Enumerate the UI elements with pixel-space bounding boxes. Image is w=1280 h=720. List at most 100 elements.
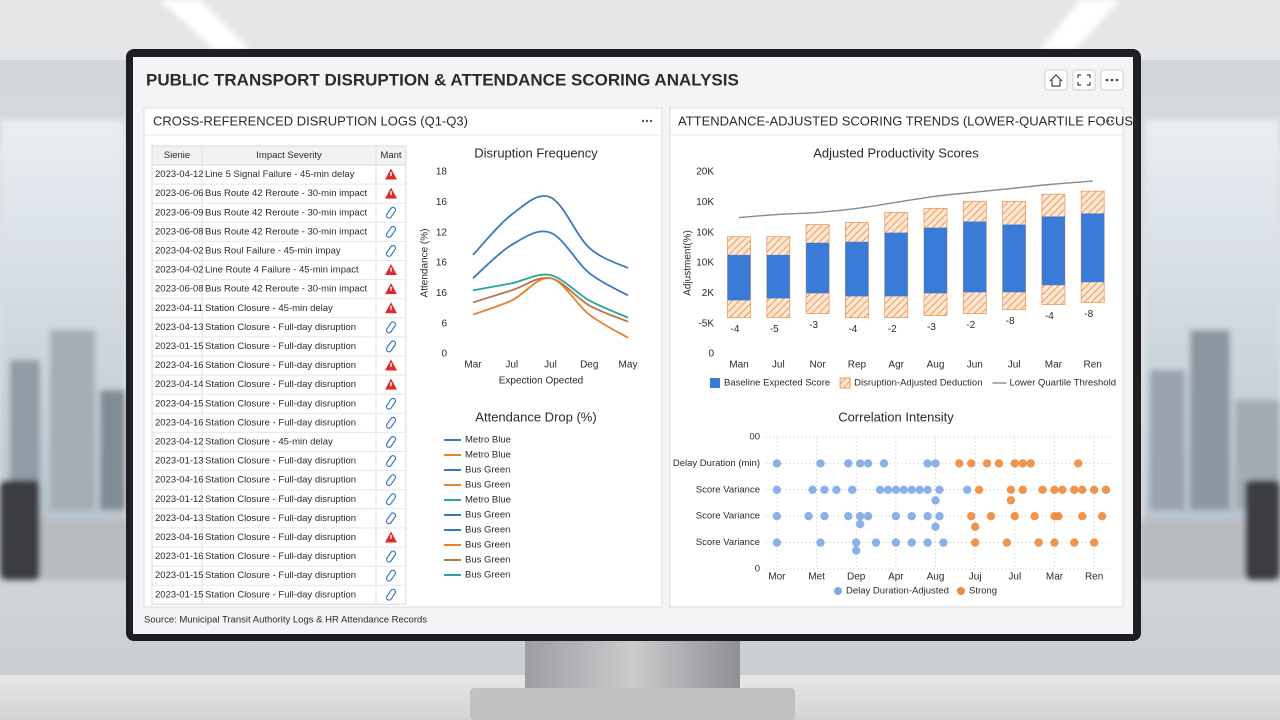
link-icon xyxy=(385,493,397,506)
legend-label: Strong xyxy=(969,586,997,597)
scatter-point xyxy=(863,512,873,521)
x-tick-label: Jul xyxy=(772,360,785,371)
panel-menu[interactable] xyxy=(1102,119,1114,123)
y-tick-label: 18 xyxy=(436,167,448,178)
table-cell: 2023-01-16 xyxy=(155,551,204,562)
x-tick-label: Met xyxy=(808,572,825,583)
legend-label: Bus Green xyxy=(465,540,510,551)
bar-annotation: -3 xyxy=(809,320,818,331)
column-header: Sienie xyxy=(164,150,190,161)
scatter-point xyxy=(772,538,782,547)
range-bar xyxy=(1081,213,1105,283)
scatter-point xyxy=(1089,538,1099,547)
x-tick-label: Man xyxy=(729,360,748,371)
y-tick-label: 20K xyxy=(696,167,714,178)
panel-menu[interactable] xyxy=(641,119,653,123)
table-cell: 2023-04-13 xyxy=(155,513,204,524)
bar-annotation: -4 xyxy=(848,324,857,335)
legend-label: Bus Green xyxy=(465,510,510,521)
x-tick-label: Mar xyxy=(1046,572,1064,583)
x-tick-label: Ren xyxy=(1084,360,1102,371)
scatter-point xyxy=(923,538,932,547)
table-cell: Station Closure - Full-day disruption xyxy=(205,379,356,390)
scatter-point xyxy=(1101,485,1111,494)
scatter-point xyxy=(939,538,948,547)
table-cell: 2023-01-15 xyxy=(155,341,204,352)
scatter-point xyxy=(816,459,825,468)
legend-title: Attendance Drop (%) xyxy=(475,409,596,424)
scatter-point xyxy=(899,485,908,494)
y-tick-label: 16 xyxy=(436,288,448,299)
scatter-point xyxy=(923,512,932,521)
x-tick-label: Apr xyxy=(888,572,904,583)
scatter-point xyxy=(1006,496,1016,505)
scatter-point xyxy=(931,522,940,531)
legend-label: Baseline Expected Score xyxy=(724,378,830,389)
table-cell: Line Route 4 Failure - 45-min impact xyxy=(205,265,359,276)
scatter-point xyxy=(931,459,940,468)
range-bar xyxy=(963,221,987,293)
x-tick-label: Jul xyxy=(1008,572,1021,583)
chart-title: Adjusted Productivity Scores xyxy=(813,145,979,160)
table-border xyxy=(151,145,407,605)
table-cell: Station Closure - Full-day disruption xyxy=(205,341,356,352)
scatter-point xyxy=(1054,512,1063,521)
warning-icon-mark xyxy=(390,534,392,539)
chart-title: Disruption Frequency xyxy=(474,145,598,160)
table-cell: 2023-01-12 xyxy=(155,494,204,505)
table-cell: Bus Route 42 Reroute - 30-min impact xyxy=(205,188,367,199)
bar-annotation: -4 xyxy=(1045,311,1054,322)
range-bar xyxy=(845,241,869,297)
table-cell: 2023-04-02 xyxy=(155,265,204,276)
x-tick-label: Mar xyxy=(464,360,482,371)
table-cell: 2023-04-02 xyxy=(155,245,204,256)
scatter-point xyxy=(907,485,916,494)
scatter-point xyxy=(891,512,901,521)
table-cell: 2023-04-12 xyxy=(155,169,204,180)
warning-icon-mark xyxy=(390,305,392,310)
header-button-expand[interactable] xyxy=(1072,69,1096,91)
legend-swatch xyxy=(710,378,720,388)
bar-annotation: -4 xyxy=(731,324,740,335)
legend-swatch xyxy=(956,587,965,595)
line-series xyxy=(472,195,629,269)
link-icon xyxy=(385,397,397,410)
line-series xyxy=(472,273,629,319)
table-cell: Station Closure - Full-day disruption xyxy=(205,417,356,428)
x-tick-label: Deg xyxy=(580,360,598,371)
scatter-point xyxy=(955,459,964,468)
bar-annotation: -5 xyxy=(770,324,779,335)
y-tick-label: Score Variance xyxy=(696,511,760,522)
scatter-point xyxy=(820,485,829,494)
scatter-point xyxy=(852,538,861,547)
warning-icon-mark xyxy=(390,286,392,291)
x-tick-label: Juj xyxy=(969,572,982,583)
scatter-point xyxy=(1050,538,1059,547)
y-tick-label: 0 xyxy=(708,349,714,360)
table-cell: 2023-01-13 xyxy=(155,456,204,467)
table-cell: 2023-01-15 xyxy=(155,589,204,600)
header-button-more[interactable] xyxy=(1100,69,1124,91)
legend-label: Metro Blue xyxy=(465,495,511,506)
bar-annotation: -2 xyxy=(966,320,975,331)
header-button-home[interactable] xyxy=(1044,69,1068,91)
scatter-point xyxy=(923,459,932,468)
scatter-point xyxy=(1026,459,1035,468)
left-panel-title: CROSS-REFERENCED DISRUPTION LOGS (Q1-Q3) xyxy=(153,113,468,128)
bar-annotation: -2 xyxy=(888,324,897,335)
scatter-point xyxy=(855,512,865,521)
table-cell: Station Closure - Full-day disruption xyxy=(205,322,356,333)
scatter-point xyxy=(907,512,916,521)
scatter-point xyxy=(772,512,782,521)
warning-icon-mark xyxy=(390,267,392,272)
scatter-point xyxy=(855,459,865,468)
scatter-point xyxy=(852,546,861,555)
scatter-point xyxy=(1097,512,1107,521)
scatter-point xyxy=(935,485,944,494)
scatter-point xyxy=(1034,538,1043,547)
scatter-point xyxy=(907,538,916,547)
scatter-point xyxy=(1089,485,1099,494)
range-bar xyxy=(884,232,908,297)
table-cell: 2023-04-13 xyxy=(155,322,204,333)
table-cell: 2023-04-14 xyxy=(155,379,204,390)
